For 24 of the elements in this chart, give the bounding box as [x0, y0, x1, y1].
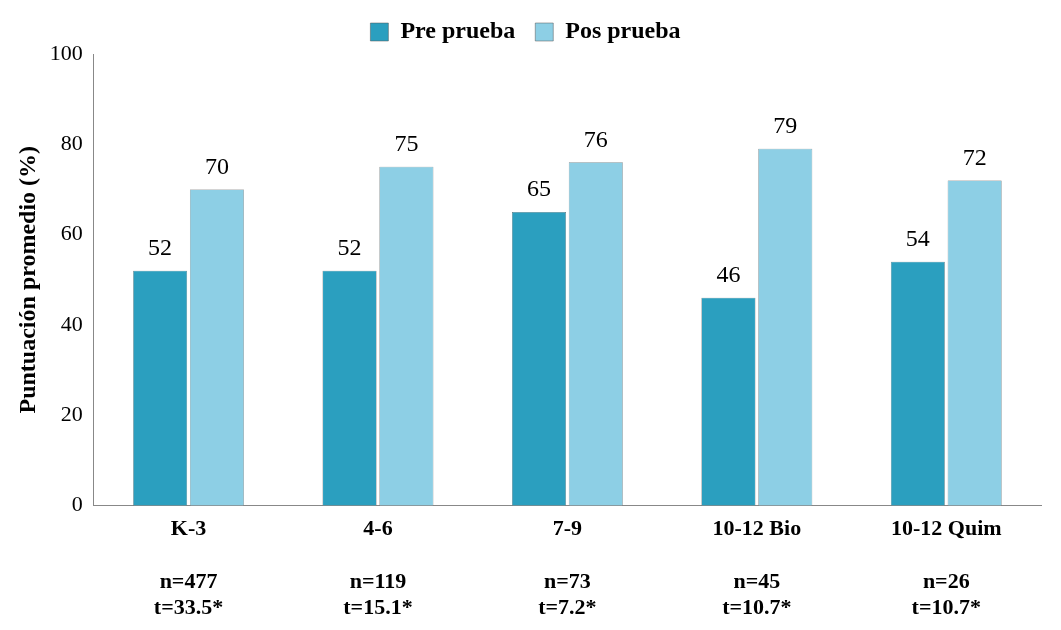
y-tick-label: 60	[60, 220, 83, 246]
data-label: 52	[337, 233, 362, 260]
y-tick-label: 0	[71, 491, 83, 517]
category-label: 10-12 Quim n=26 t=10.7*	[890, 515, 1002, 620]
y-tick-label: 80	[60, 130, 83, 156]
category-label: 4-6 n=119 t=15.1*	[343, 515, 413, 620]
data-label: 72	[962, 143, 987, 170]
y-tick-label: 40	[60, 310, 83, 336]
data-label: 52	[148, 233, 173, 260]
data-label: 65	[526, 175, 551, 202]
category-label: K-3 n=477 t=33.5*	[153, 515, 224, 620]
y-tick-label: 20	[60, 400, 83, 426]
data-label: 76	[583, 125, 608, 152]
data-label: 70	[204, 152, 229, 179]
data-label: 75	[394, 130, 419, 157]
data-label: 54	[905, 224, 930, 251]
legend-label: Pos prueba	[565, 17, 681, 44]
category-label: 7-9 n=73 t=7.2*	[538, 515, 597, 620]
data-label: 46	[716, 261, 741, 288]
y-axis-title: Puntuación promedio (%)	[13, 145, 40, 414]
legend-label: Pre prueba	[400, 17, 516, 44]
category-label: 10-12 Bio n=45 t=10.7*	[712, 515, 802, 620]
y-tick-label: 100	[49, 39, 83, 65]
data-label: 79	[773, 112, 798, 139]
